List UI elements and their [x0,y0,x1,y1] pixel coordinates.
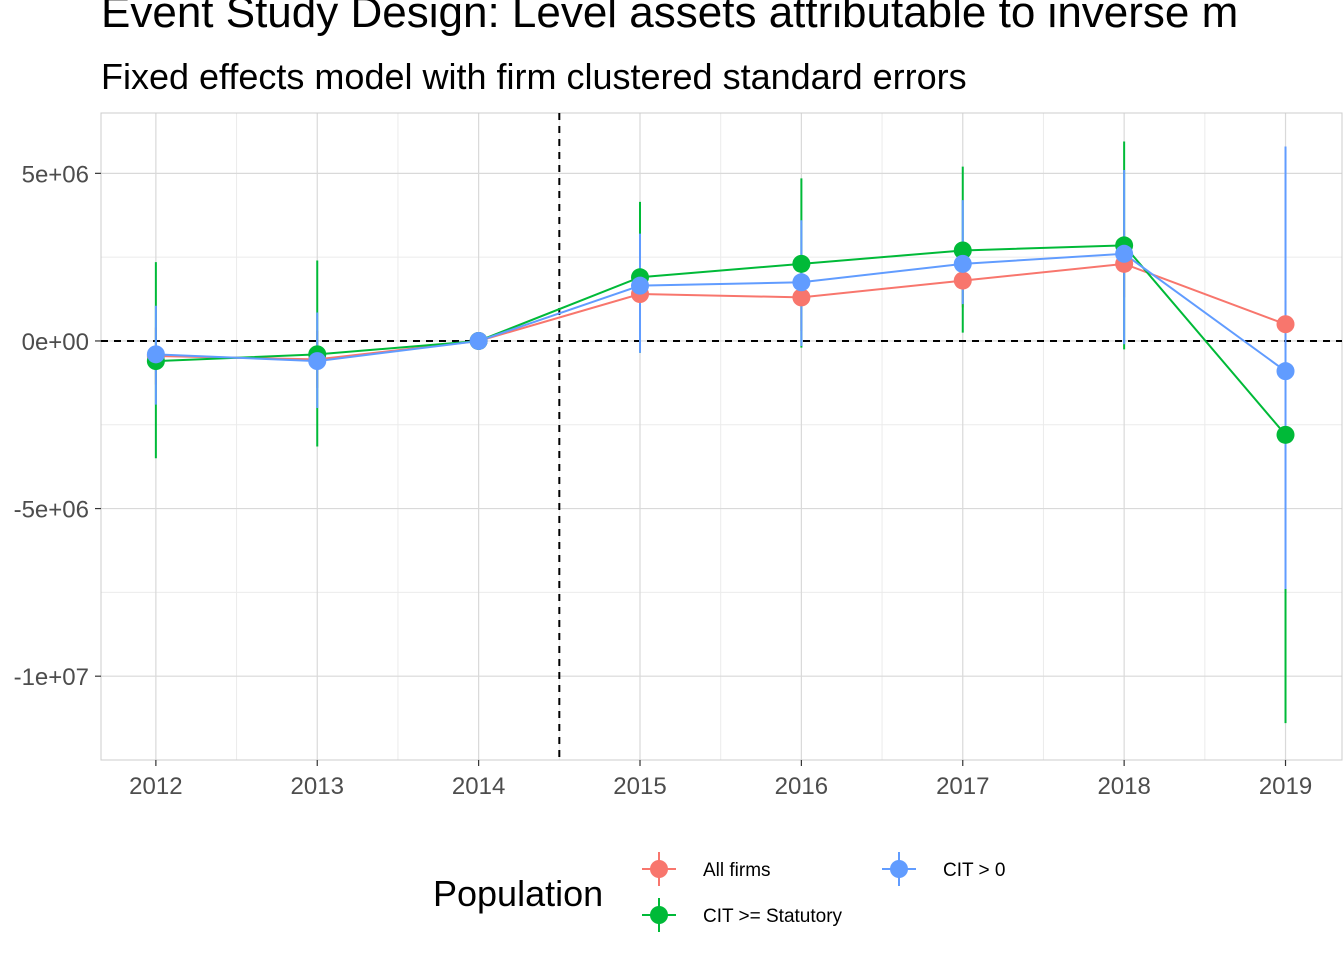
x-tick-label: 2015 [613,773,666,800]
panel-border [100,112,1343,761]
data-point [953,241,972,260]
axes: 2012 2013 2014 2015 2016 2017 2018 2019 5e+06 0e+… [14,161,1313,800]
data-point [1276,362,1295,381]
series-points [146,236,1295,444]
chart-title: Event Study Design: Level assets attribu… [101,0,1239,37]
legend: Population All firms CIT >= Statutory CIT >… [433,852,1005,932]
x-tick-label: 2013 [291,773,344,800]
x-tick-label: 2018 [1097,773,1150,800]
x-tick-label: 2017 [936,773,989,800]
legend-label: All firms [703,860,771,881]
grid-lines [100,112,1343,761]
y-tick-label: 0e+00 [22,329,89,356]
x-tick-label: 2012 [129,773,182,800]
data-point [792,273,811,292]
data-point [146,345,165,364]
legend-key-point [650,906,668,924]
chart-subtitle: Fixed effects model with firm clustered … [101,56,967,97]
legend-key-point [890,860,908,878]
data-point [792,288,811,307]
x-tick-label: 2019 [1259,773,1312,800]
data-point [1115,244,1134,263]
data-point [469,331,488,350]
data-point [1276,315,1295,334]
data-point [308,352,327,371]
series-line [155,244,1287,436]
y-tick-label: -1e+07 [14,664,89,691]
series-line [155,262,1286,361]
data-point [631,276,650,295]
x-tick-label: 2014 [452,773,505,800]
data-point [953,271,972,290]
reference-lines [101,113,1342,760]
legend-label: CIT >= Statutory [703,906,843,927]
data-point [1276,425,1295,444]
legend-key-point [650,860,668,878]
data-point [953,254,972,273]
data-point [792,254,811,273]
y-tick-label: -5e+06 [14,497,89,524]
series-line [155,252,1287,372]
legend-label: CIT > 0 [943,860,1005,881]
series-lines [155,244,1287,436]
x-tick-label: 2016 [775,773,828,800]
legend-title: Population [433,873,603,914]
y-tick-label: 5e+06 [22,161,89,188]
